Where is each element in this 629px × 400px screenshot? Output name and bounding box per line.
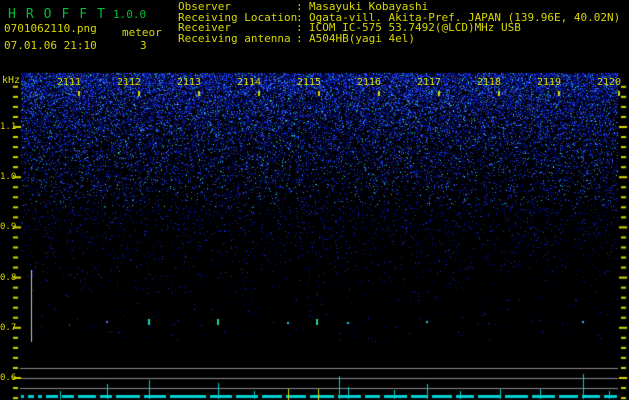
- freq-tick-label: 1.0: [0, 172, 17, 183]
- station-info-row: Receiver: ICOM IC-575 53.7492(@LCD)MHz US…: [178, 21, 620, 34]
- freq-axis-unit: kHz: [2, 75, 21, 86]
- station-info-label: Receiving antenna: [178, 31, 291, 45]
- station-info-label: Receiving Location: [178, 10, 298, 24]
- meteor-count: 3: [140, 39, 147, 52]
- station-info-label: Observer: [178, 0, 231, 13]
- time-tick-label: 2113: [177, 77, 202, 88]
- freq-tick-label: 1.1: [0, 122, 17, 132]
- time-tick-label: 2120: [597, 77, 622, 88]
- station-info-value: Ogata-vill. Akita-Pref. JAPAN (139.96E, …: [309, 10, 621, 24]
- station-info-row: Receiving antenna: A504HB(yagi 4el): [178, 31, 620, 45]
- station-info-label: Receiver: [178, 21, 231, 34]
- station-info-colon: :: [296, 21, 303, 34]
- time-tick-label: 2119: [537, 77, 562, 88]
- freq-tick-label: 0.6: [0, 373, 17, 383]
- station-info-row: Observer: Masayuki Kobayashi: [178, 0, 620, 13]
- app-version: 1.0.0: [112, 8, 147, 21]
- capture-filename: 0701062110.png: [4, 22, 97, 35]
- app-title-text: HROFFT: [8, 7, 115, 22]
- app-title: HROFFT1.0.0: [8, 3, 146, 22]
- station-info-value: ICOM IC-575 53.7492(@LCD)MHz USB: [309, 21, 521, 34]
- station-info-value: A504HB(yagi 4el): [309, 31, 415, 45]
- station-info-block: Observer: Masayuki Kobayashi Receiving Loc…: [178, 0, 621, 45]
- station-info-row: Receiving Location: Ogata-vill. Akita-Pre…: [178, 10, 621, 24]
- station-info-value: Masayuki Kobayashi: [309, 0, 429, 13]
- freq-tick-label: 0.8: [0, 272, 17, 283]
- time-tick-label: 2114: [237, 77, 262, 88]
- station-info-colon: :: [296, 31, 303, 45]
- freq-tick-label: 0.7: [0, 322, 17, 333]
- time-tick-label: 2111: [57, 77, 82, 88]
- time-tick-label: 2115: [297, 77, 322, 88]
- time-tick-label: 2116: [357, 77, 382, 88]
- station-info-colon: :: [296, 0, 303, 13]
- time-tick-label: 2112: [117, 77, 142, 88]
- freq-tick-label: 0.9: [0, 222, 17, 233]
- observation-mode: meteor: [122, 26, 162, 39]
- station-info-colon: :: [296, 10, 303, 24]
- time-tick-label: 2118: [477, 77, 502, 88]
- time-tick-label: 2117: [417, 77, 442, 88]
- capture-datetime: 07.01.06 21:10: [4, 39, 97, 52]
